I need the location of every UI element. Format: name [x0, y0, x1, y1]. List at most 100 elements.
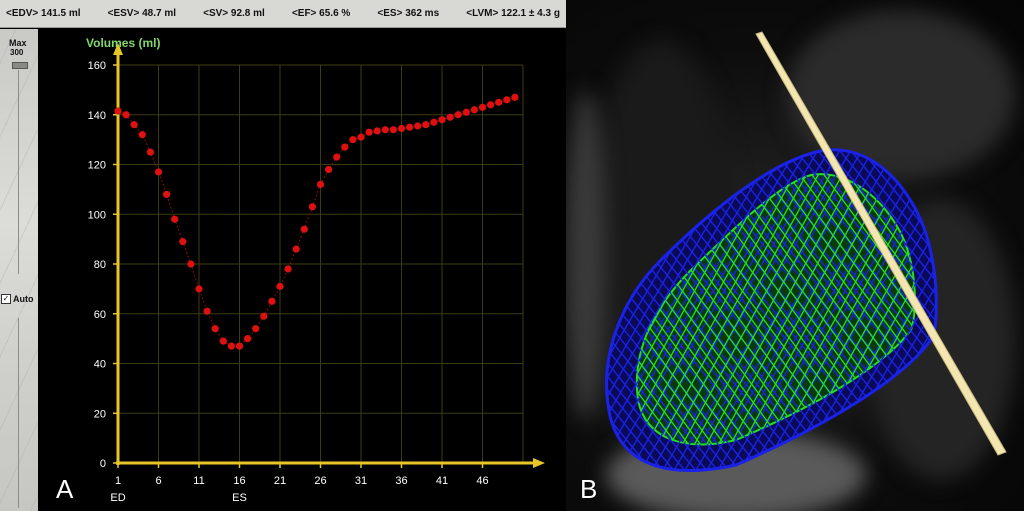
mesh-edge: [636, 174, 751, 445]
x-tick-label: 6: [155, 475, 161, 487]
mesh-edge: [645, 174, 915, 445]
mesh-edge: [636, 174, 891, 445]
mesh-edge: [606, 149, 937, 471]
data-point: [365, 128, 373, 136]
mesh-edge: [566, 0, 594, 511]
mesh-edge: [638, 149, 937, 471]
mesh-edge: [636, 174, 811, 445]
panel-b-lv-mesh-image: B: [566, 0, 1024, 511]
mesh-edge: [682, 149, 937, 471]
data-point: [430, 118, 438, 126]
mesh-edge: [759, 149, 937, 471]
data-point: [341, 143, 349, 151]
mesh-edge: [657, 174, 915, 445]
mesh-edge: [606, 149, 874, 471]
mesh-edge: [669, 174, 915, 445]
x-tick-label: 46: [476, 475, 488, 487]
data-point: [163, 190, 171, 198]
mesh-edge: [947, 0, 1024, 511]
mesh-edge: [1013, 0, 1024, 511]
mesh-edge: [717, 174, 915, 445]
mesh-edge: [627, 149, 937, 471]
mesh-edge: [969, 0, 1024, 511]
mesh-edge: [606, 149, 937, 471]
mesh-edge: [1006, 0, 1024, 511]
data-point: [478, 103, 487, 111]
mesh-edge: [606, 149, 785, 471]
mesh-edge: [566, 0, 606, 511]
lv-mesh-svg: [566, 0, 1024, 511]
data-point: [292, 245, 300, 253]
mesh-edge: [693, 149, 937, 471]
data-point: [235, 342, 244, 350]
mesh-edge: [636, 174, 915, 445]
mesh-edge: [969, 0, 1024, 511]
data-point: [389, 126, 397, 134]
x-tick-label: 1: [115, 475, 121, 487]
data-point: [195, 285, 203, 293]
mesh-edge: [636, 174, 915, 445]
mesh-edge: [566, 0, 586, 511]
data-point: [284, 265, 292, 273]
data-point: [154, 168, 163, 176]
mesh-edge: [681, 174, 915, 445]
max-slider-track[interactable]: [18, 70, 19, 274]
mesh-edge: [682, 149, 937, 471]
data-point: [422, 121, 430, 129]
mesh-edge: [970, 0, 1024, 511]
y-tick-label: 80: [94, 259, 106, 271]
mesh-edge: [970, 0, 1024, 511]
metric-esv: <ESV> 48.7 ml: [107, 8, 176, 19]
mesh-edge: [1006, 0, 1024, 511]
phase-marker-label: ES: [232, 492, 247, 504]
data-point: [146, 148, 154, 156]
max-slider-thumb[interactable]: [12, 62, 28, 69]
data-point: [470, 106, 478, 114]
auto-label: Auto: [13, 294, 34, 304]
min-slider-track[interactable]: [18, 318, 19, 508]
mesh-edge: [657, 174, 915, 445]
mesh-edge: [606, 149, 719, 471]
mesh-edge: [934, 0, 1024, 511]
y-tick-label: 140: [88, 110, 106, 122]
mesh-edge: [636, 174, 715, 445]
mesh-edge: [566, 0, 578, 511]
mesh-edge: [693, 149, 937, 471]
data-point: [260, 312, 268, 320]
mesh-edge: [606, 149, 609, 471]
auto-scale-toggle[interactable]: ✓ Auto: [1, 294, 34, 304]
mesh-edge: [636, 174, 787, 445]
data-point: [187, 260, 195, 268]
data-point: [276, 282, 284, 290]
scale-control-sidebar: [0, 29, 38, 511]
panel-a-volume-chart: <EDV> 141.5 ml <ESV> 48.7 ml <SV> 92.8 m…: [0, 0, 566, 511]
data-point: [114, 107, 122, 115]
data-point: [171, 215, 179, 223]
mesh-edge: [922, 0, 1024, 511]
mesh-edge: [606, 149, 621, 471]
mesh-edge: [946, 0, 1024, 511]
data-point: [325, 165, 333, 174]
mesh-edge: [636, 174, 823, 445]
mesh-edge: [606, 149, 807, 471]
mesh-edge: [636, 174, 867, 445]
mesh-edge: [636, 174, 915, 445]
x-tick-label: 11: [193, 475, 204, 487]
mesh-edge: [922, 0, 1024, 511]
auto-checkbox[interactable]: ✓: [1, 294, 11, 304]
data-point: [357, 133, 365, 141]
mesh-edge: [1013, 0, 1024, 511]
mesh-edge: [566, 0, 618, 511]
mesh-edge: [606, 149, 610, 471]
mesh-edge: [636, 174, 855, 445]
mesh-edge: [606, 149, 819, 471]
y-tick-label: 20: [94, 408, 106, 420]
y-tick-label: 120: [88, 160, 106, 172]
mesh-edge: [566, 0, 570, 511]
mesh-edge: [606, 149, 885, 471]
y-tick-label: 0: [100, 458, 106, 470]
mesh-edge: [705, 174, 915, 445]
mesh-edge: [681, 174, 915, 445]
mesh-edge: [606, 149, 741, 471]
x-tick-label: 31: [355, 475, 367, 487]
